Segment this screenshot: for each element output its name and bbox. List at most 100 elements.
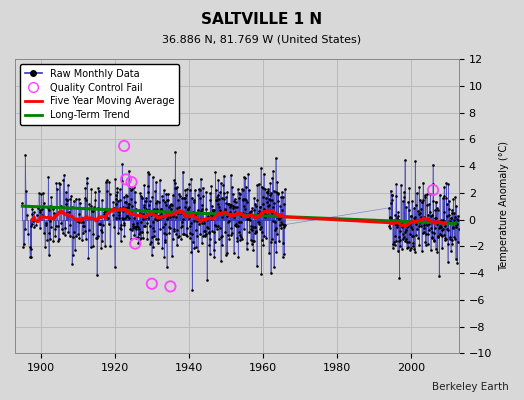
Point: [187, 176, 195, 182]
Point: [386, 215, 394, 221]
Point: [411, 158, 419, 164]
Point: [397, 218, 406, 225]
Point: [453, 216, 461, 222]
Point: [231, 204, 239, 210]
Point: [28, 210, 36, 217]
Point: [260, 233, 268, 239]
Point: [148, 194, 156, 201]
Point: [70, 228, 79, 235]
Point: [135, 231, 143, 237]
Point: [131, 240, 139, 247]
Point: [72, 196, 80, 202]
Point: [280, 201, 288, 208]
Point: [238, 187, 247, 194]
Point: [109, 212, 117, 218]
Point: [454, 212, 462, 219]
Point: [137, 235, 145, 242]
Point: [174, 210, 182, 216]
Point: [421, 242, 430, 248]
Point: [64, 229, 72, 236]
Point: [102, 178, 110, 185]
Point: [224, 219, 233, 226]
Point: [446, 218, 454, 224]
Point: [119, 194, 128, 200]
Point: [218, 194, 226, 201]
Point: [418, 199, 427, 205]
Point: [275, 222, 283, 229]
Point: [154, 240, 162, 246]
Point: [250, 207, 258, 213]
Point: [210, 254, 219, 260]
Point: [423, 222, 431, 228]
Text: 36.886 N, 81.769 W (United States): 36.886 N, 81.769 W (United States): [162, 34, 362, 44]
Point: [385, 205, 393, 211]
Point: [189, 212, 197, 218]
Point: [148, 234, 156, 241]
Point: [394, 247, 402, 254]
Point: [160, 237, 169, 243]
Point: [205, 242, 213, 248]
Point: [219, 208, 227, 215]
Point: [156, 226, 165, 232]
Point: [120, 232, 128, 239]
Point: [406, 247, 414, 253]
Point: [63, 182, 72, 189]
Point: [389, 218, 397, 224]
Point: [193, 233, 201, 240]
Point: [152, 208, 161, 214]
Point: [138, 210, 147, 217]
Point: [391, 221, 399, 227]
Point: [416, 220, 424, 226]
Point: [150, 228, 159, 234]
Point: [451, 194, 460, 200]
Point: [404, 244, 412, 250]
Point: [248, 205, 256, 212]
Point: [426, 191, 434, 198]
Point: [60, 172, 69, 178]
Point: [257, 165, 265, 172]
Point: [274, 190, 282, 196]
Point: [69, 198, 78, 204]
Point: [278, 207, 286, 213]
Point: [242, 211, 250, 217]
Point: [452, 202, 461, 209]
Point: [119, 215, 127, 222]
Point: [84, 215, 92, 222]
Point: [202, 206, 210, 213]
Point: [198, 206, 206, 212]
Point: [21, 152, 29, 158]
Point: [132, 223, 140, 230]
Point: [53, 186, 61, 192]
Point: [402, 244, 411, 251]
Point: [222, 252, 230, 259]
Point: [118, 208, 127, 214]
Point: [32, 222, 40, 228]
Point: [226, 202, 234, 208]
Point: [273, 214, 281, 221]
Point: [60, 232, 69, 238]
Point: [257, 184, 266, 190]
Point: [205, 229, 213, 235]
Point: [176, 209, 184, 216]
Point: [398, 222, 407, 228]
Point: [272, 248, 280, 255]
Point: [215, 236, 223, 242]
Point: [224, 201, 232, 208]
Point: [416, 242, 424, 248]
Point: [241, 206, 249, 212]
Point: [163, 191, 172, 197]
Point: [275, 238, 283, 244]
Point: [144, 215, 152, 221]
Point: [402, 227, 410, 234]
Point: [223, 250, 232, 256]
Point: [434, 233, 442, 239]
Point: [409, 232, 418, 239]
Point: [96, 221, 104, 228]
Point: [454, 239, 462, 245]
Point: [442, 201, 451, 207]
Point: [223, 189, 231, 195]
Point: [74, 195, 83, 202]
Point: [39, 189, 47, 196]
Point: [263, 199, 271, 205]
Point: [162, 230, 171, 237]
